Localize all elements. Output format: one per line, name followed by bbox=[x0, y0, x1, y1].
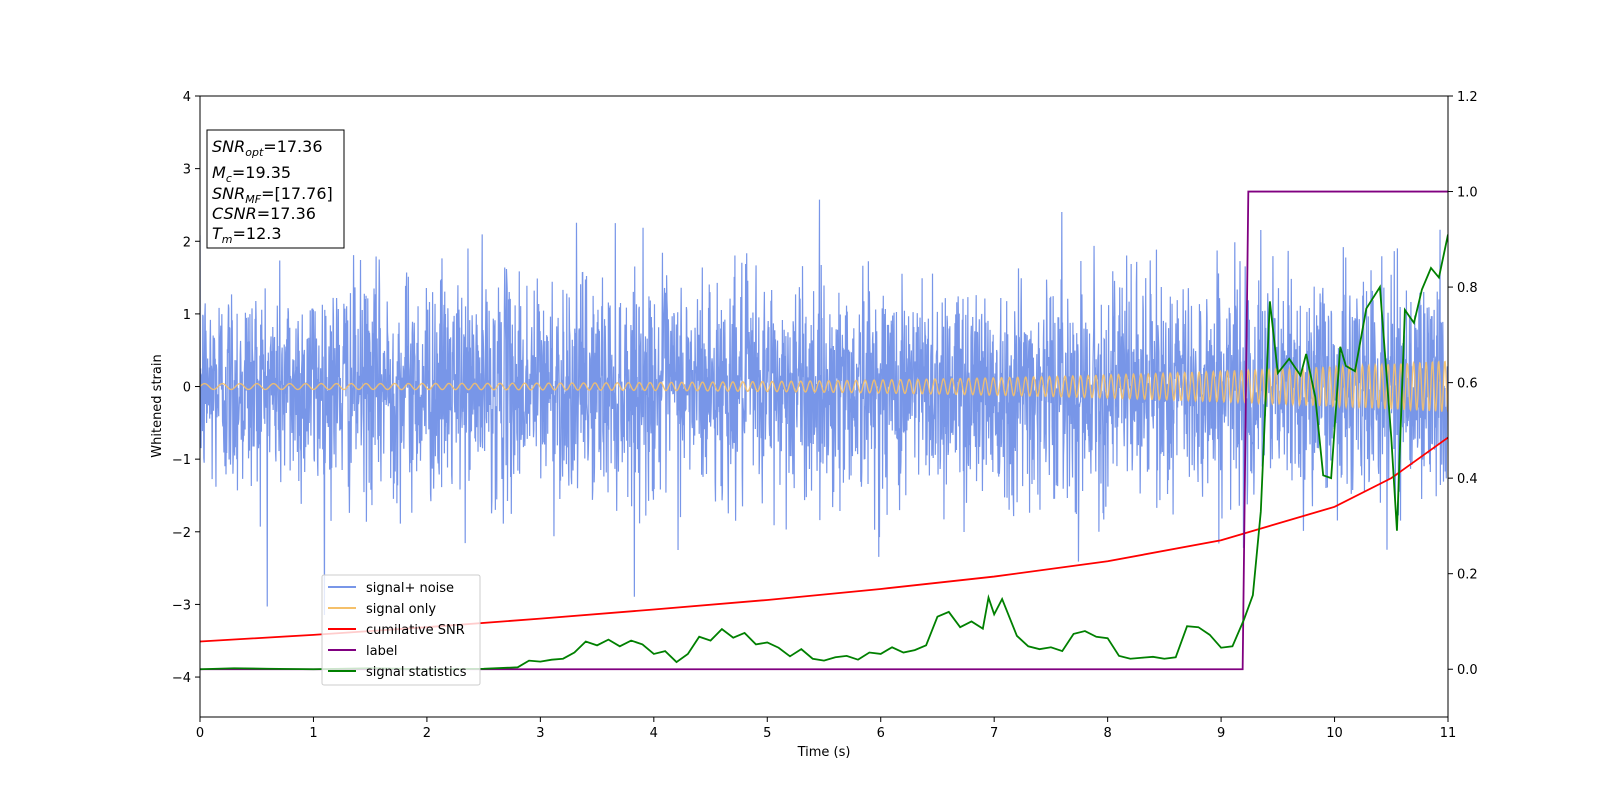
y-left-tick-label: 0 bbox=[183, 381, 191, 396]
legend-item-cumulative-snr: cumilative SNR bbox=[328, 623, 465, 638]
x-tick-label: 10 bbox=[1326, 726, 1343, 741]
y-right-tick-label: 0.4 bbox=[1457, 472, 1478, 487]
y-left-tick-label: −3 bbox=[172, 598, 191, 613]
info-csnr: CSNR=17.36 bbox=[212, 204, 316, 223]
x-tick-label: 8 bbox=[1103, 726, 1111, 741]
y-right-tick-label: 1.2 bbox=[1457, 90, 1478, 105]
y-right-tick-label: 1.0 bbox=[1457, 186, 1478, 201]
legend-item-signal-noise: signal+ noise bbox=[328, 581, 454, 596]
legend-label: label bbox=[366, 644, 397, 659]
series-signal-statistics-line bbox=[200, 234, 1448, 671]
y-left-tick-label: 3 bbox=[183, 163, 191, 178]
legend-item-signal-statistics: signal statistics bbox=[328, 665, 467, 680]
info-tm: Tm=12.3 bbox=[212, 224, 282, 246]
y-left-tick-label: −4 bbox=[172, 671, 191, 686]
series-label-line bbox=[200, 190, 1448, 671]
x-axis-label: Time (s) bbox=[797, 745, 851, 760]
x-tick-label: 6 bbox=[877, 726, 885, 741]
y-axis-right: 0.0 0.2 0.4 0.6 0.8 1.0 1.2 bbox=[1448, 90, 1478, 678]
info-snr-mf: SNRMF=[17.76] bbox=[212, 184, 333, 206]
legend-label: cumilative SNR bbox=[366, 623, 465, 638]
y-axis-left: −4 −3 −2 −1 0 1 2 3 4 bbox=[172, 90, 200, 686]
x-tick-label: 11 bbox=[1440, 726, 1457, 741]
x-tick-label: 3 bbox=[536, 726, 544, 741]
legend-label: signal only bbox=[366, 602, 436, 617]
info-snr-opt: SNRopt=17.36 bbox=[212, 137, 323, 159]
x-tick-label: 4 bbox=[650, 726, 658, 741]
x-axis: 0 1 2 3 4 5 6 7 8 9 10 11 bbox=[196, 717, 1456, 741]
x-tick-label: 1 bbox=[309, 726, 317, 741]
legend-label: signal+ noise bbox=[366, 581, 454, 596]
y-left-tick-label: 2 bbox=[183, 235, 191, 250]
y-left-tick-label: −1 bbox=[172, 453, 191, 468]
info-mc: Mc=19.35 bbox=[212, 163, 291, 185]
legend-item-signal-only: signal only bbox=[328, 602, 436, 617]
series-signal-noise-line bbox=[200, 199, 1448, 615]
y-left-tick-label: −2 bbox=[172, 526, 191, 541]
legend: signal+ noise signal only cumilative SNR… bbox=[321, 574, 481, 686]
y-axis-label: Whitened strain bbox=[150, 354, 165, 457]
y-right-tick-label: 0.2 bbox=[1457, 568, 1478, 583]
y-right-tick-label: 0.6 bbox=[1457, 377, 1478, 392]
y-right-tick-label: 0.0 bbox=[1457, 663, 1478, 678]
y-left-tick-label: 1 bbox=[183, 308, 191, 323]
x-tick-label: 2 bbox=[423, 726, 431, 741]
y-left-tick-label: 4 bbox=[183, 90, 191, 105]
plot-frame bbox=[199, 95, 1449, 718]
x-tick-label: 0 bbox=[196, 726, 204, 741]
info-box: SNRopt=17.36 Mc=19.35 SNRMF=[17.76] CSNR… bbox=[206, 129, 345, 249]
x-tick-label: 5 bbox=[763, 726, 771, 741]
info-box-frame bbox=[206, 129, 345, 249]
y-right-tick-label: 0.8 bbox=[1457, 281, 1478, 296]
legend-frame bbox=[321, 574, 481, 686]
x-tick-label: 7 bbox=[990, 726, 998, 741]
legend-item-label: label bbox=[328, 644, 397, 659]
series-signal-only-line bbox=[200, 360, 1448, 413]
legend-label: signal statistics bbox=[366, 665, 467, 680]
x-tick-label: 9 bbox=[1217, 726, 1225, 741]
